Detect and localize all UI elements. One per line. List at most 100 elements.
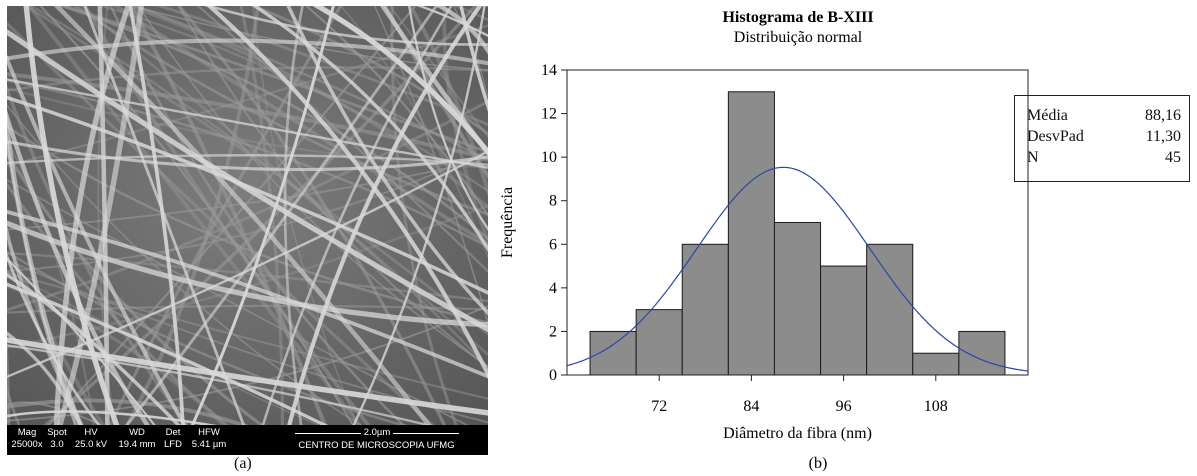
nanofiber-strand [305,6,488,217]
stat-stddev-label: DesvPad [1027,128,1084,145]
nanofiber-strand [108,6,343,425]
nanofiber-texture [7,6,488,425]
nanofiber-strand [83,6,246,425]
nanofiber-strand [286,6,488,316]
nanofiber-strand [61,6,488,154]
histogram-bar-7 [912,352,960,376]
y-tick-label: 0 [549,367,557,384]
y-tick-label: 8 [549,193,557,210]
x-axis: 72 84 96 108 [651,375,948,415]
nanofiber-strand [408,6,488,231]
nanofiber-strand [7,257,156,425]
nanofiber-strand [7,182,230,425]
databar-det: Det LFD [161,427,185,451]
histogram-bar-3 [727,91,775,376]
databar-hv-header: HV [84,427,98,438]
databar-hfw-header: HFW [198,427,220,438]
databar-det-header: Det [165,427,181,438]
histogram-chart: Histograma de B-XIII Distribuição normal… [499,9,1029,472]
databar-hv: HV 25.0 kV [69,427,113,451]
nanofiber-strand [7,78,488,169]
x-axis-label: Diâmetro da fibra (nm) [723,425,872,442]
stat-mean-value: 88,16 [1145,107,1181,124]
histogram-bars [589,91,1006,376]
databar-mag-header: Mag [17,427,37,438]
nanofiber-strand [7,140,488,172]
nanofiber-strand [352,6,486,425]
nanofiber-strand [7,28,488,333]
databar-spot: Spot 3.0 [46,427,68,451]
nanofiber-strand [7,38,488,66]
nanofiber-strand [7,21,436,425]
sem-micrograph-panel: Mag 25000x Spot 3.0 HV 25.0 kV WD 19.4 m… [7,6,488,455]
nanofiber-strand [47,6,417,425]
scale-bar-label: 2.0µm [360,427,394,438]
nanofiber-strand [7,125,488,324]
databar-wd: WD 19.4 mm [114,427,160,451]
nanofiber-strand [112,6,488,247]
normal-distribution-curve [566,166,1029,372]
nanofiber-strand [7,54,187,425]
nanofiber-strand [124,6,488,210]
databar-det-value: LFD [164,439,182,450]
y-tick-label: 4 [549,280,557,297]
x-tick-label: 84 [743,398,759,415]
databar-hfw: HFW 5.41 µm [186,427,232,451]
plot-frame [566,69,1029,376]
nanofiber-strand [261,6,453,425]
nanofiber-strand [125,6,439,425]
y-tick-label: 12 [541,106,557,123]
stat-n-label: N [1027,149,1039,166]
stat-row-stddev: DesvPad 11,30 [1027,128,1181,148]
y-tick-label: 10 [541,149,557,166]
nanofiber-strand [380,6,488,157]
nanofiber-strand [7,305,488,422]
nanofiber-strand [434,6,488,55]
x-tick-label: 96 [836,398,852,415]
stat-row-mean: Média 88,16 [1027,107,1181,127]
histogram-bar-0 [589,330,637,376]
y-axis: 0 2 4 6 8 10 12 14 [541,62,567,384]
nanofiber-strand [7,270,320,425]
chart-title: Histograma de B-XIII [722,9,873,26]
nanofiber-strand [176,6,446,425]
nanofiber-strand [459,6,488,112]
nanofiber-strand [7,99,488,312]
stat-n-value: 45 [1165,149,1181,166]
nanofiber-strand [177,6,488,369]
histogram-bar-6 [866,243,914,376]
nanofiber-strand [7,138,95,425]
nanofiber-strand [7,178,469,425]
nanofiber-strand [7,337,488,416]
histogram-bar-5 [820,265,868,376]
nanofiber-strand [388,6,488,139]
panel-a-label: (a) [234,455,252,472]
scale-bar: 2.0µm [292,427,462,439]
stat-row-n: N 45 [1027,149,1181,169]
nanofiber-strand [283,6,304,425]
nanofiber-strand [196,6,488,273]
databar-hv-value: 25.0 kV [74,439,108,450]
nanofiber-strand [129,6,327,425]
nanofiber-strand [7,209,488,379]
y-tick-label: 6 [549,236,557,253]
nanofiber-strand [7,252,101,425]
databar-spot-header: Spot [47,427,67,438]
nanofiber-strand [57,6,145,425]
nanofiber-strand [125,6,260,425]
databar-wd-header: WD [129,427,145,438]
sem-databar: Mag 25000x Spot 3.0 HV 25.0 kV WD 19.4 m… [7,425,488,455]
databar-spot-value: 3.0 [50,439,64,450]
nanofiber-strand [128,6,185,425]
nanofiber-strand [204,6,488,46]
databar-hfw-value: 5.41 µm [191,439,227,450]
nanofiber-strand [287,6,483,425]
x-tick-label: 108 [924,398,948,415]
nanofiber-strand [7,220,488,328]
nanofiber-strand [7,108,83,425]
facility-name: CENTRO DE MICROSCOPIA UFMG [298,440,455,451]
nanofiber-strand [7,282,329,425]
nanofiber-strand [249,6,488,136]
nanofiber-strand [7,109,150,425]
nanofiber-strand [7,344,433,425]
